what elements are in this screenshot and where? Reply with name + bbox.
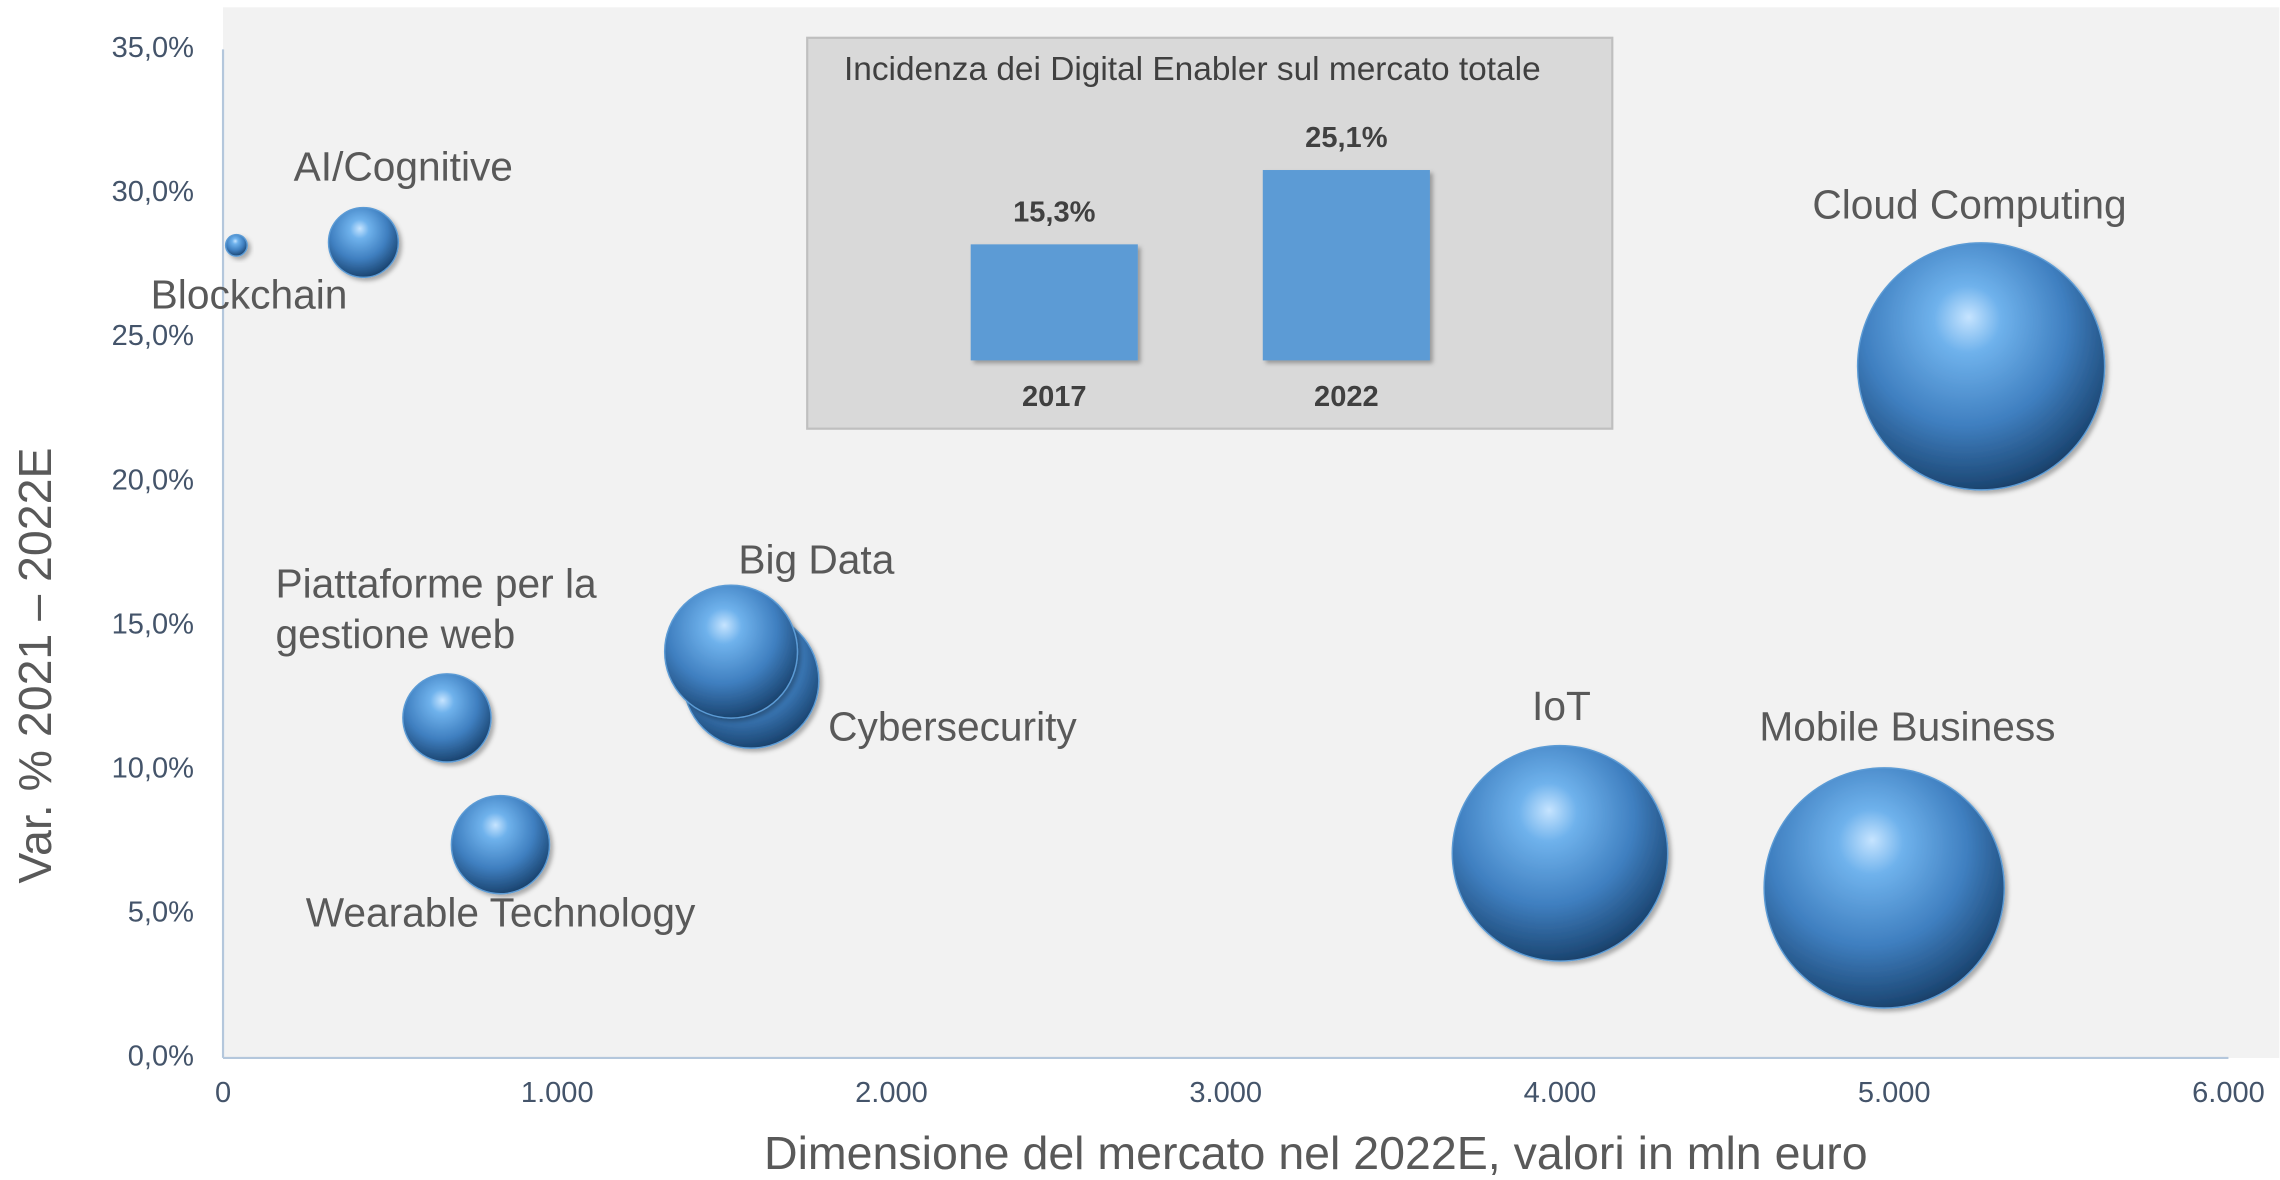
x-tick-label: 4.000 — [1524, 1077, 1597, 1109]
y-tick-label: 20,0% — [112, 464, 194, 496]
bubble — [1451, 744, 1669, 962]
bubble — [450, 794, 551, 895]
bubble-label: AI/Cognitive — [294, 144, 513, 190]
bubble-label: Cybersecurity — [828, 704, 1077, 750]
bubble-label: Piattaforme per la gestione web — [275, 560, 597, 657]
x-axis-title: Dimensione del mercato nel 2022E, valori… — [764, 1127, 1868, 1179]
x-tick-label: 5.000 — [1858, 1077, 1931, 1109]
x-tick-label: 0 — [215, 1077, 231, 1109]
bar — [1262, 170, 1430, 361]
bubble-label: Wearable Technology — [306, 890, 696, 936]
x-tick-label: 1.000 — [521, 1077, 594, 1109]
bar — [970, 244, 1138, 361]
inset-title-box: Incidenza dei Digital Enabler sul mercat… — [843, 49, 1541, 88]
y-tick-label: 25,0% — [112, 320, 194, 352]
y-tick-label: 30,0% — [112, 176, 194, 208]
bubble-label: Blockchain — [151, 271, 348, 317]
bubble-label-box: Piattaforme per la gestione web — [275, 560, 597, 657]
bubble-label: Big Data — [738, 537, 894, 583]
x-tick-label: 6.000 — [2192, 1077, 2265, 1109]
y-tick-label: 10,0% — [112, 752, 194, 784]
bubble-label: IoT — [1532, 683, 1591, 729]
bar-value-label: 25,1% — [1305, 122, 1388, 154]
x-tick-label: 2022 — [1314, 381, 1379, 413]
inset-panel — [806, 36, 1614, 430]
bubble — [1763, 767, 2005, 1009]
bubble — [224, 233, 248, 257]
y-tick-label: 35,0% — [112, 32, 194, 64]
y-tick-label: 5,0% — [128, 897, 194, 929]
x-tick-label: 2.000 — [855, 1077, 928, 1109]
bubble — [327, 206, 400, 279]
y-axis-title: Var. % 2021 – 2022E — [9, 448, 61, 884]
bubble — [1856, 242, 2106, 491]
inset-chart: 15,3% 2017 25,1% 2022 — [970, 122, 1430, 413]
bubble-label: Mobile Business — [1759, 703, 2055, 749]
bubbles — [224, 206, 2106, 1009]
x-tick-label: 3.000 — [1189, 1077, 1262, 1109]
y-tick-label: 0,0% — [128, 1041, 194, 1073]
x-tick-label: 2017 — [1022, 381, 1087, 413]
bubble-label: Cloud Computing — [1812, 182, 2126, 228]
y-tick-label: 15,0% — [112, 608, 194, 640]
bubble — [402, 673, 492, 763]
inset-title: Incidenza dei Digital Enabler sul mercat… — [843, 49, 1541, 88]
bar-value-label: 15,3% — [1013, 197, 1096, 229]
bubble — [663, 584, 799, 719]
